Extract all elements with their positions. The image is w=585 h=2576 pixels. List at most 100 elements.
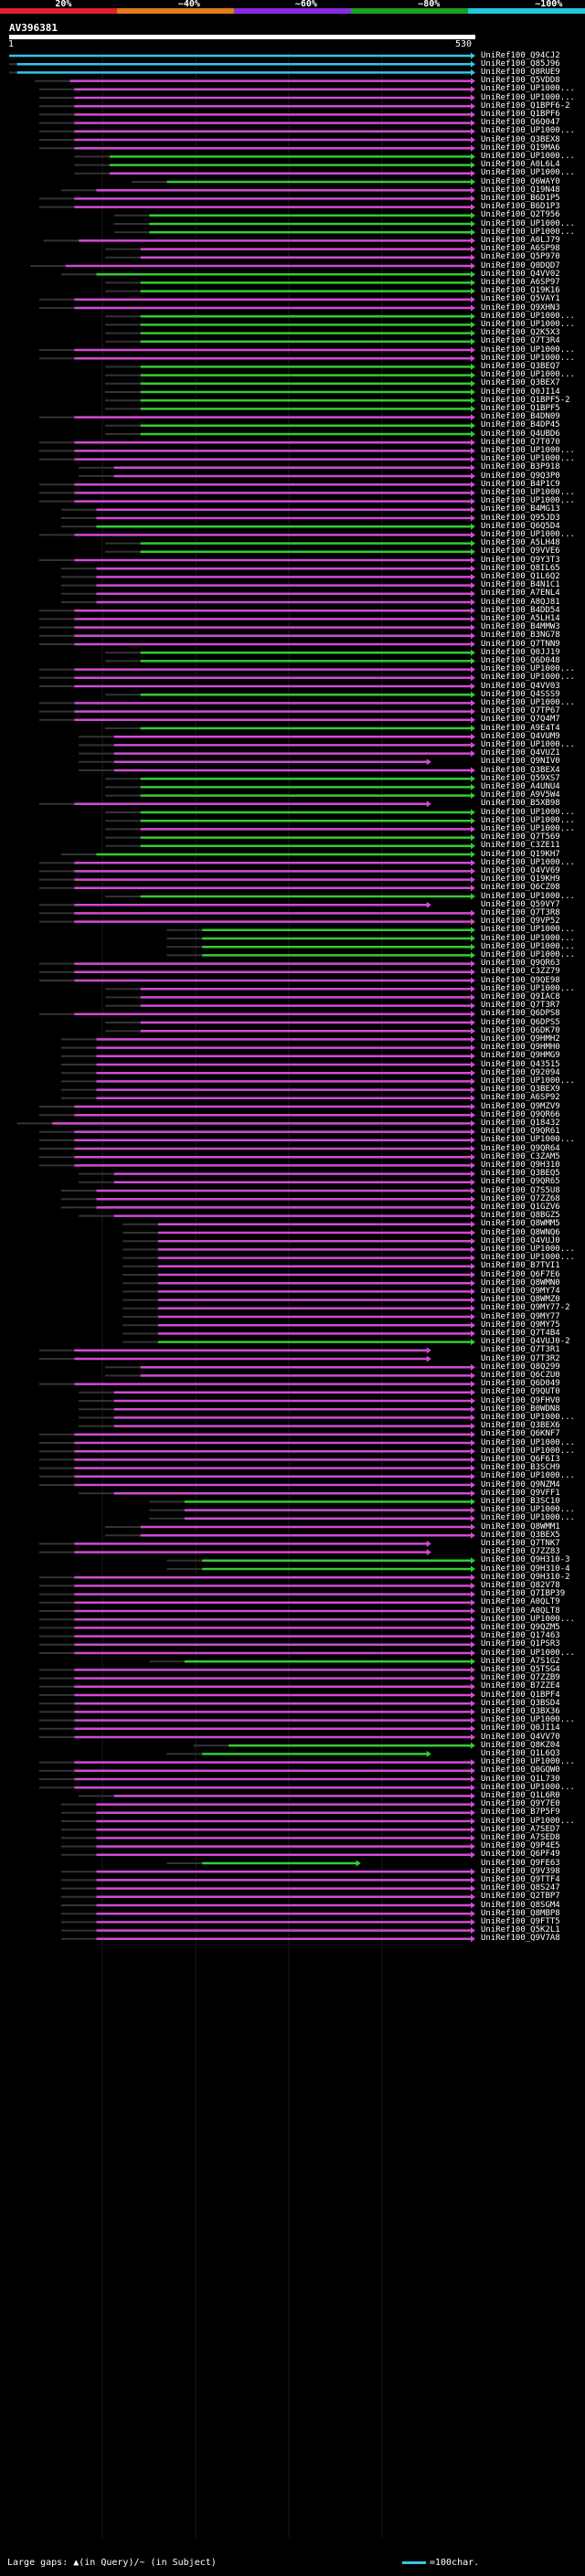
hit-label-link[interactable]: UniRef100_B5XB98: [481, 799, 560, 809]
hit-row[interactable]: [38, 909, 475, 917]
hit-label-link[interactable]: UniRef100_UP1000...: [481, 227, 575, 237]
hit-label-link[interactable]: UniRef100_B6D1P3: [481, 202, 560, 212]
hit-row[interactable]: [9, 69, 475, 76]
hit-row[interactable]: [38, 615, 475, 622]
hit-label-link[interactable]: UniRef100_UP1000...: [481, 664, 575, 674]
hit-label-link[interactable]: UniRef100_UP1000...: [481, 1648, 575, 1658]
hit-row[interactable]: [38, 144, 475, 152]
hit-label-link[interactable]: UniRef100_Q1L6R0: [481, 1790, 560, 1800]
hit-row[interactable]: [149, 1498, 475, 1505]
hit-label-link[interactable]: UniRef100_Q3BEX6: [481, 1421, 560, 1431]
hit-label-link[interactable]: UniRef100_UP1000...: [481, 1782, 575, 1792]
hit-label-link[interactable]: UniRef100_UP1000...: [481, 218, 575, 228]
hit-label-link[interactable]: UniRef100_Q9IAC8: [481, 991, 560, 1002]
hit-row[interactable]: [38, 1381, 475, 1388]
hit-label-link[interactable]: UniRef100_Q9V7A8: [481, 1934, 560, 1944]
hit-label-link[interactable]: UniRef100_Q9VVE6: [481, 546, 560, 557]
hit-row[interactable]: [166, 1860, 361, 1867]
hit-row[interactable]: [38, 977, 475, 984]
hit-row[interactable]: [105, 321, 475, 328]
hit-row[interactable]: [38, 800, 431, 808]
hit-label-link[interactable]: UniRef100_UP1000...: [481, 1757, 575, 1767]
hit-label-link[interactable]: UniRef100_Q95JD3: [481, 513, 560, 523]
hit-label-link[interactable]: UniRef100_B3SC10: [481, 1496, 560, 1506]
hit-label-link[interactable]: UniRef100_Q8S247: [481, 1883, 560, 1893]
hit-label-link[interactable]: UniRef100_Q4VV02: [481, 269, 560, 279]
hit-row[interactable]: [79, 1792, 475, 1799]
hit-row[interactable]: [38, 1473, 475, 1480]
hit-label-link[interactable]: UniRef100_A7SED7: [481, 1824, 560, 1834]
hit-label-link[interactable]: UniRef100_Q6F6I3: [481, 1454, 560, 1464]
hit-label-link[interactable]: UniRef100_Q9NIV0: [481, 757, 560, 767]
hit-label-link[interactable]: UniRef100_Q9P4E5: [481, 1841, 560, 1851]
hit-row[interactable]: [113, 212, 475, 219]
hit-row[interactable]: [166, 1750, 431, 1757]
hit-label-link[interactable]: UniRef100_Q9H310: [481, 1160, 560, 1170]
hit-label-link[interactable]: UniRef100_Q9MZV9: [481, 1101, 560, 1111]
hit-label-link[interactable]: UniRef100_Q7TP67: [481, 706, 560, 716]
hit-label-link[interactable]: UniRef100_UP1000...: [481, 370, 575, 380]
hit-row[interactable]: [105, 548, 475, 556]
hit-row[interactable]: [38, 1666, 475, 1673]
hit-label-link[interactable]: UniRef100_Q7T4B4: [481, 1328, 560, 1338]
hit-label-link[interactable]: UniRef100_Q7T3R7: [481, 1001, 560, 1011]
hit-label-link[interactable]: UniRef100_UP1000...: [481, 168, 575, 178]
hit-label-link[interactable]: UniRef100_C3ZE11: [481, 841, 560, 851]
hit-label-link[interactable]: UniRef100_Q3BEQ5: [481, 1169, 560, 1179]
hit-row[interactable]: [166, 1565, 475, 1573]
hit-label-link[interactable]: UniRef100_B4MMW3: [481, 622, 560, 632]
hit-label-link[interactable]: UniRef100_UP1000...: [481, 823, 575, 833]
hit-label-link[interactable]: UniRef100_UP1000...: [481, 1135, 575, 1145]
hit-row[interactable]: [60, 1801, 475, 1808]
hit-row[interactable]: [105, 783, 475, 790]
hit-row[interactable]: [122, 1263, 475, 1270]
hit-row[interactable]: [60, 1035, 475, 1043]
hit-label-link[interactable]: UniRef100_UP1000...: [481, 983, 575, 993]
hit-label-link[interactable]: UniRef100_Q7T3R2: [481, 1353, 560, 1363]
hit-label-link[interactable]: UniRef100_B6D1P5: [481, 193, 560, 203]
hit-label-link[interactable]: UniRef100_Q6DK70: [481, 1025, 560, 1035]
hit-row[interactable]: [9, 60, 475, 68]
hit-label-link[interactable]: UniRef100_Q4VV70: [481, 1732, 560, 1742]
hit-label-link[interactable]: UniRef100_B4P1C9: [481, 479, 560, 489]
hit-label-link[interactable]: UniRef100_A7SED8: [481, 1832, 560, 1842]
hit-row[interactable]: [38, 346, 475, 354]
hit-label-link[interactable]: UniRef100_Q8WMM1: [481, 1521, 560, 1532]
hit-label-link[interactable]: UniRef100_Q59XS7: [481, 773, 560, 783]
hit-label-link[interactable]: UniRef100_Q6PF49: [481, 1850, 560, 1860]
hit-row[interactable]: [38, 1708, 475, 1715]
hit-row[interactable]: [38, 120, 475, 127]
hit-row[interactable]: [122, 1229, 475, 1236]
hit-row[interactable]: [60, 1077, 475, 1085]
hit-row[interactable]: [60, 1809, 475, 1817]
hit-row[interactable]: [38, 641, 475, 648]
hit-row[interactable]: [149, 1515, 475, 1522]
hit-row[interactable]: [38, 1776, 475, 1783]
hit-row[interactable]: [166, 943, 475, 950]
hit-label-link[interactable]: UniRef100_UP1000...: [481, 345, 575, 355]
hit-label-link[interactable]: UniRef100_Q5P970: [481, 252, 560, 262]
hit-row[interactable]: [38, 111, 475, 118]
hit-label-link[interactable]: UniRef100_A4UNU4: [481, 781, 560, 791]
hit-label-link[interactable]: UniRef100_Q9QR64: [481, 1143, 560, 1153]
hit-row[interactable]: [60, 1187, 475, 1194]
hit-row[interactable]: [38, 447, 475, 454]
hit-label-link[interactable]: UniRef100_Q0JI14: [481, 387, 560, 397]
hit-row[interactable]: [105, 405, 475, 412]
hit-row[interactable]: [38, 1649, 475, 1657]
hit-label-link[interactable]: UniRef100_UP1000...: [481, 92, 575, 102]
hit-row[interactable]: [38, 1011, 475, 1018]
hit-label-link[interactable]: UniRef100_Q4VUJ0: [481, 1235, 560, 1246]
hit-label-link[interactable]: UniRef100_UP1000...: [481, 1505, 575, 1515]
hit-label-link[interactable]: UniRef100_A0QLT8: [481, 1606, 560, 1616]
hit-label-link[interactable]: UniRef100_UP1000...: [481, 1076, 575, 1086]
hit-row[interactable]: [38, 699, 475, 706]
hit-label-link[interactable]: UniRef100_UP1000...: [481, 496, 575, 506]
hit-label-link[interactable]: UniRef100_A0L6L4: [481, 160, 560, 170]
hit-row[interactable]: [38, 876, 475, 884]
hit-row[interactable]: [38, 867, 475, 875]
hit-row[interactable]: [105, 775, 475, 782]
hit-row[interactable]: [9, 52, 475, 59]
hit-row[interactable]: [166, 951, 475, 959]
hit-label-link[interactable]: UniRef100_Q0GQW0: [481, 1765, 560, 1776]
